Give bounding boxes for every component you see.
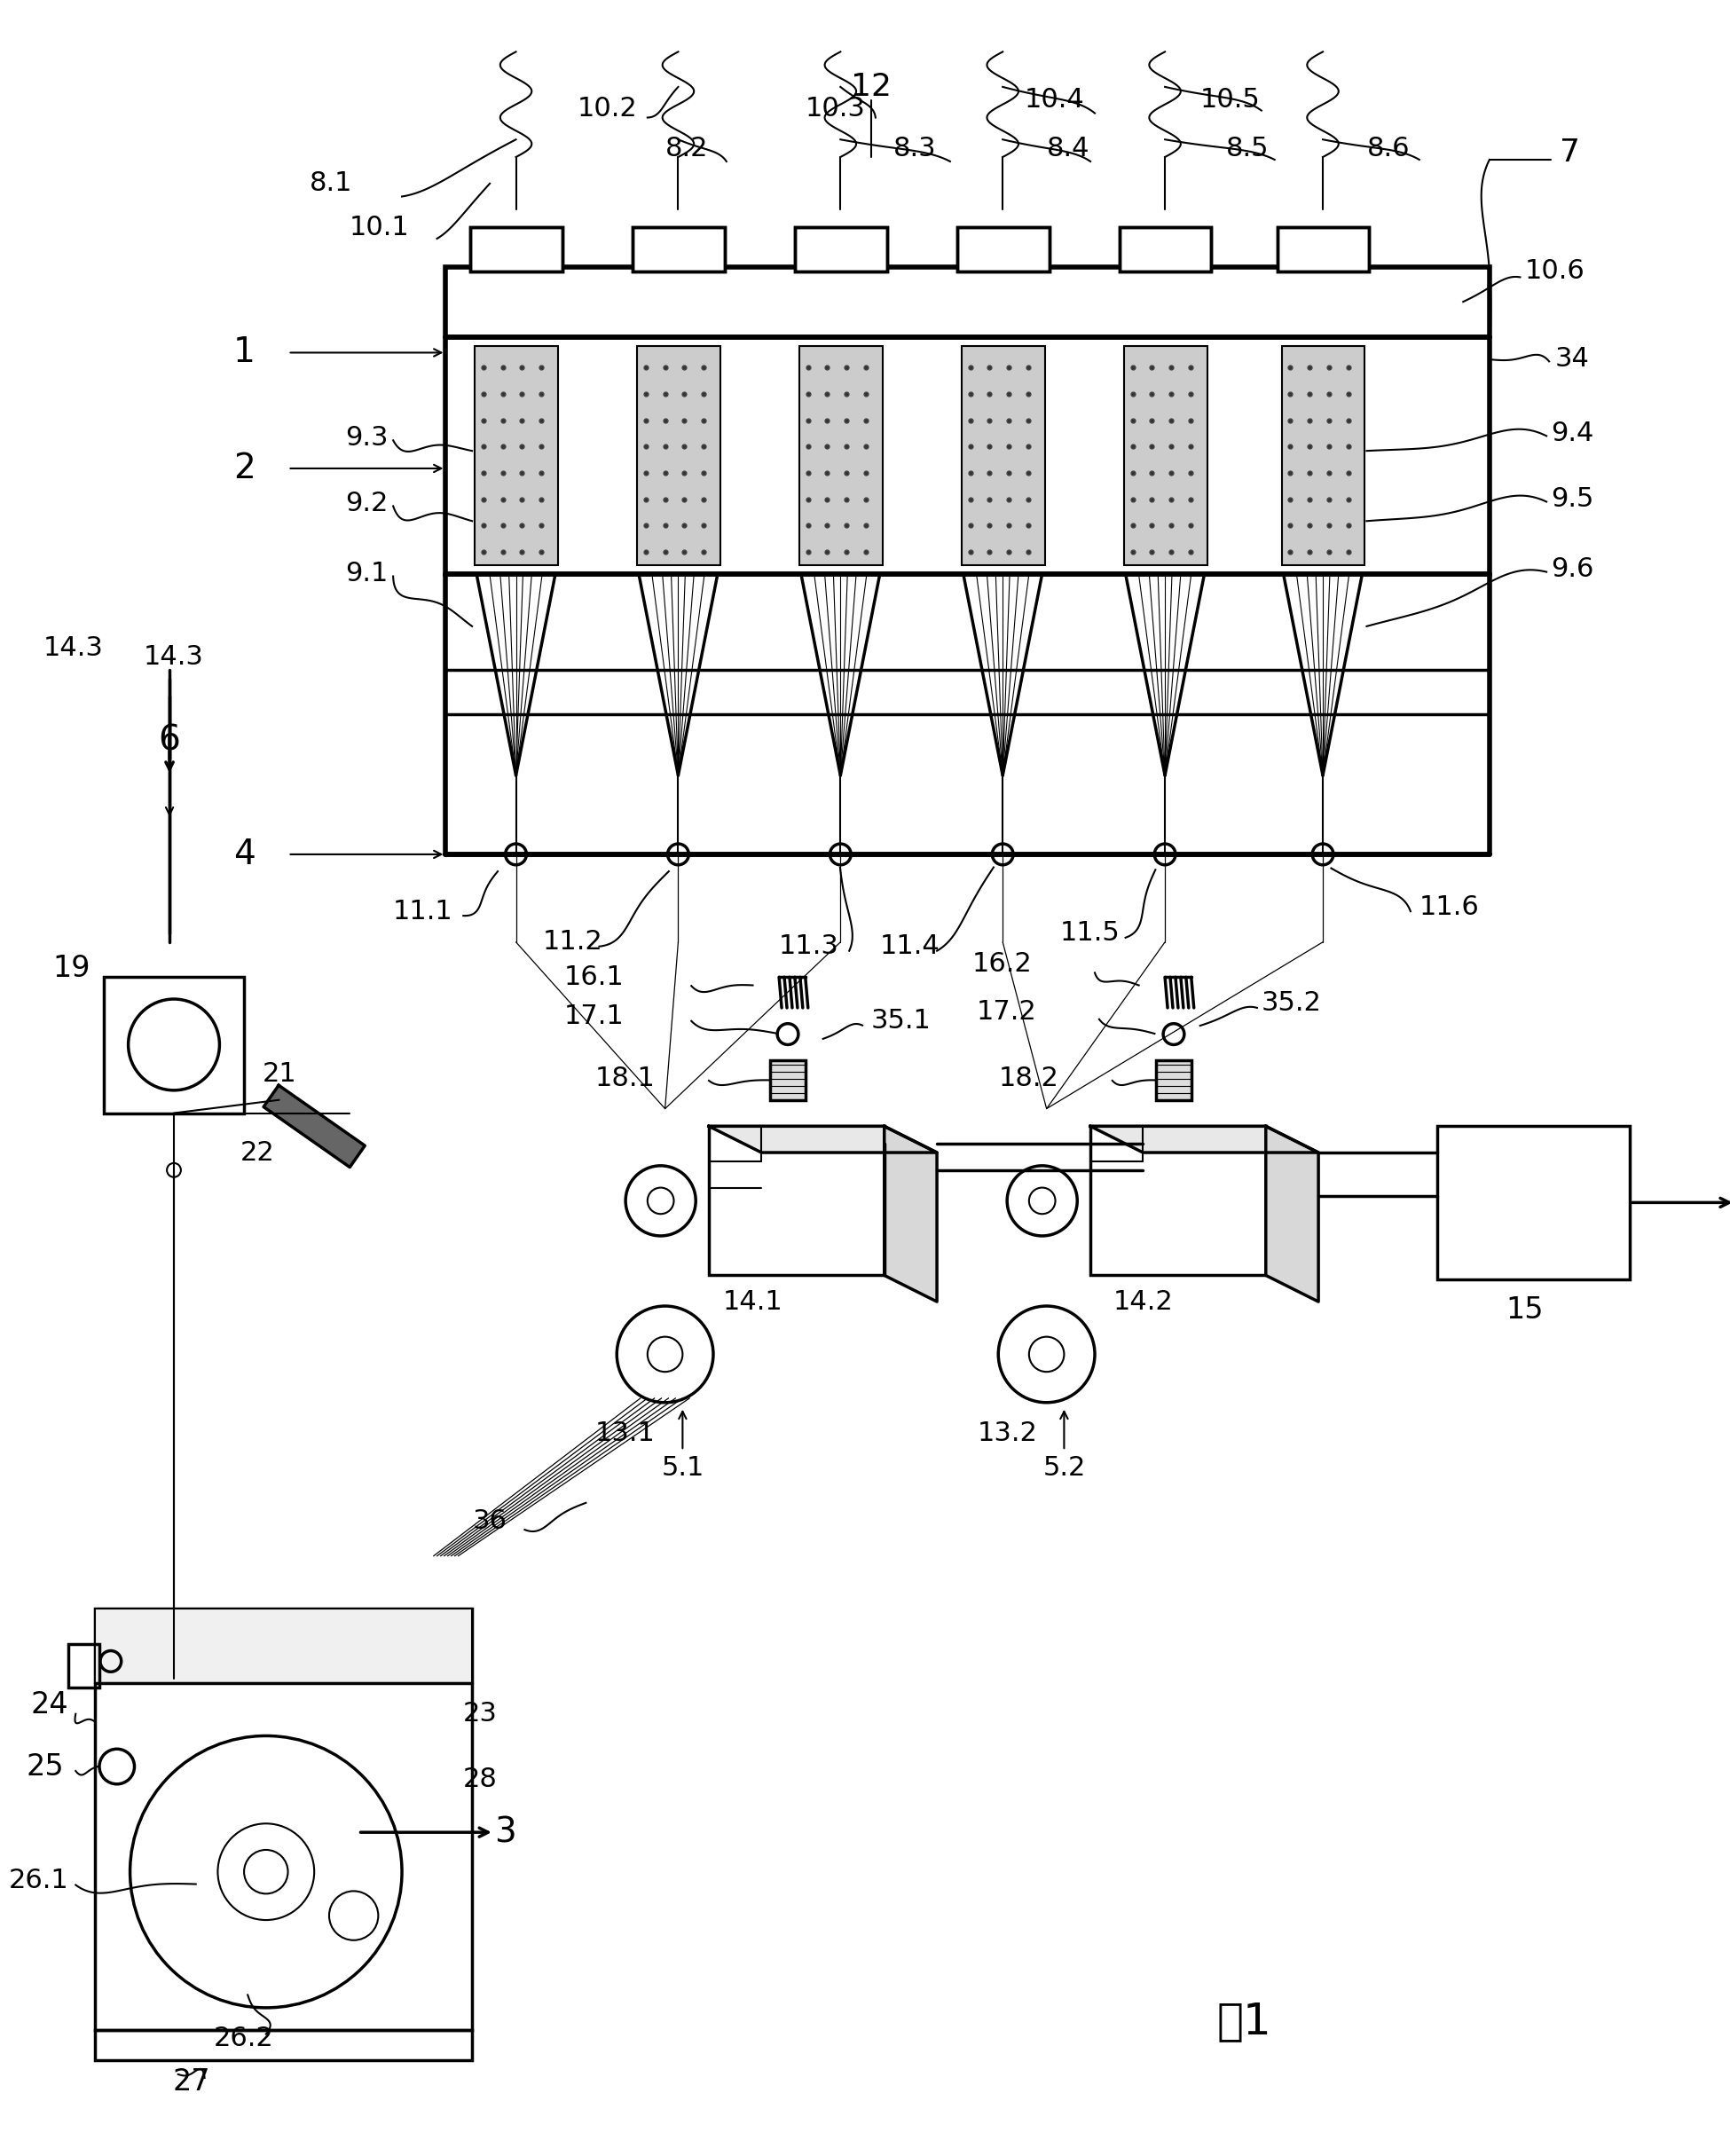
Text: 10.5: 10.5 (1201, 86, 1259, 112)
Polygon shape (709, 1125, 938, 1153)
Text: 21: 21 (261, 1061, 296, 1087)
Text: 18.1: 18.1 (595, 1065, 656, 1091)
Bar (104, 977, 244, 1112)
Bar (799, 345, 882, 565)
Bar (1090, 1125, 1266, 1276)
Bar (794, 226, 887, 272)
Text: 10.6: 10.6 (1524, 259, 1585, 285)
Bar (770, 1061, 806, 1100)
Text: 11.4: 11.4 (881, 934, 939, 959)
Polygon shape (1266, 1125, 1318, 1302)
Text: 图1: 图1 (1216, 1999, 1272, 2042)
Text: 8.2: 8.2 (664, 136, 708, 162)
Bar (633, 226, 725, 272)
Text: 35.1: 35.1 (872, 1009, 931, 1035)
Text: 8.4: 8.4 (1047, 136, 1090, 162)
Text: 9.3: 9.3 (344, 425, 388, 451)
Text: 10.2: 10.2 (578, 95, 637, 121)
Text: 18.2: 18.2 (998, 1065, 1059, 1091)
Polygon shape (884, 1125, 938, 1302)
Text: 8.5: 8.5 (1227, 136, 1270, 162)
Text: 17.2: 17.2 (976, 1000, 1036, 1024)
Text: 14.1: 14.1 (723, 1289, 782, 1315)
Text: 4: 4 (234, 837, 254, 871)
Text: 34: 34 (1555, 345, 1590, 371)
Bar (1124, 345, 1208, 565)
Text: 7: 7 (1560, 138, 1579, 168)
Text: 14.3: 14.3 (43, 636, 104, 662)
Text: 10.1: 10.1 (349, 213, 410, 239)
Text: 11.1: 11.1 (393, 899, 453, 925)
Text: 25: 25 (26, 1753, 64, 1781)
Text: 14.3: 14.3 (144, 645, 204, 671)
Text: 19: 19 (54, 953, 90, 983)
Polygon shape (1090, 1125, 1318, 1153)
Text: 11.2: 11.2 (541, 929, 602, 955)
Text: 14.2: 14.2 (1112, 1289, 1173, 1315)
Text: 8.3: 8.3 (893, 136, 936, 162)
Text: 16.2: 16.2 (972, 951, 1033, 977)
Bar (633, 226, 725, 272)
Bar (471, 226, 562, 272)
Text: 9.1: 9.1 (344, 561, 388, 586)
Bar (1277, 226, 1370, 272)
Text: 9.2: 9.2 (344, 492, 388, 515)
Text: 13.1: 13.1 (595, 1421, 656, 1447)
Bar (95, 1608, 472, 1684)
Text: 3: 3 (495, 1815, 516, 1850)
Text: 5.1: 5.1 (661, 1455, 704, 1481)
Text: 17.1: 17.1 (564, 1005, 625, 1028)
Bar (957, 226, 1048, 272)
Text: 11.5: 11.5 (1060, 921, 1119, 946)
Text: 10.4: 10.4 (1024, 86, 1085, 112)
Text: 8.6: 8.6 (1367, 136, 1410, 162)
Text: 22: 22 (240, 1141, 275, 1166)
Text: 28: 28 (464, 1766, 498, 1792)
Text: 8.1: 8.1 (310, 170, 353, 196)
Bar (95, 2029, 472, 2061)
Bar (962, 345, 1045, 565)
Bar (709, 1125, 884, 1276)
Text: 1: 1 (234, 336, 254, 369)
Text: 11.6: 11.6 (1419, 895, 1479, 921)
Text: 11.3: 11.3 (778, 934, 839, 959)
Bar (446, 267, 1490, 573)
Bar (69, 1643, 99, 1688)
Bar (794, 226, 887, 272)
Bar (1156, 1061, 1192, 1100)
Text: 36: 36 (472, 1507, 507, 1533)
Text: 26.2: 26.2 (215, 2027, 273, 2050)
Polygon shape (263, 1084, 365, 1166)
Text: 27: 27 (173, 2068, 211, 2098)
Text: 15: 15 (1505, 1296, 1543, 1326)
Bar (1282, 345, 1365, 565)
Text: 9.4: 9.4 (1550, 420, 1593, 446)
Bar (1119, 226, 1211, 272)
Bar (95, 1608, 472, 2029)
Text: 9.6: 9.6 (1550, 556, 1593, 582)
Text: 12: 12 (851, 71, 891, 101)
Bar (637, 345, 720, 565)
Text: 5.2: 5.2 (1043, 1455, 1085, 1481)
Text: 35.2: 35.2 (1261, 990, 1322, 1015)
Text: 9.5: 9.5 (1550, 487, 1593, 511)
Text: 16.1: 16.1 (564, 964, 625, 990)
Bar (1119, 226, 1211, 272)
Text: 23: 23 (464, 1701, 498, 1727)
Bar (957, 226, 1048, 272)
Text: 13.2: 13.2 (977, 1421, 1038, 1447)
Bar (474, 345, 559, 565)
Text: 2: 2 (234, 451, 254, 485)
Text: 24: 24 (31, 1690, 69, 1720)
Text: 6: 6 (159, 724, 180, 757)
Bar (471, 226, 562, 272)
Bar (1438, 1125, 1630, 1281)
Text: 10.3: 10.3 (806, 95, 865, 121)
Text: 26.1: 26.1 (9, 1867, 69, 1893)
Bar (1277, 226, 1370, 272)
